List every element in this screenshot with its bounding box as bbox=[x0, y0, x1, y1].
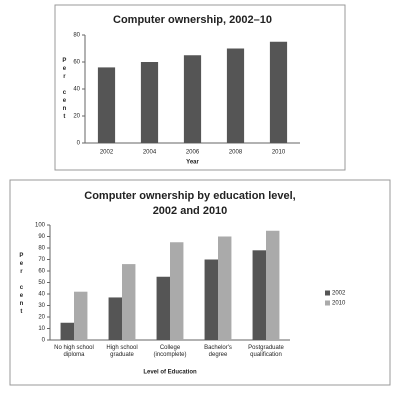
y-tick-label: 0 bbox=[77, 141, 81, 147]
x-axis-label: Year bbox=[186, 160, 199, 166]
legend-swatch bbox=[325, 290, 330, 296]
bar bbox=[74, 291, 88, 340]
x-tick-label: Bachelor's degree bbox=[204, 345, 232, 358]
x-tick-label: 2010 bbox=[272, 150, 286, 156]
bar bbox=[97, 67, 116, 143]
y-tick-label: 20 bbox=[38, 315, 45, 321]
y-tick-label: 40 bbox=[38, 292, 45, 298]
chart-frame bbox=[9, 179, 391, 386]
y-tick-label: 90 bbox=[38, 234, 45, 240]
y-tick-label: 20 bbox=[73, 114, 80, 120]
x-tick-label: No high school diploma bbox=[54, 345, 94, 358]
chart-title: Computer ownership by education level, bbox=[84, 190, 295, 202]
x-tick-label: 2006 bbox=[186, 150, 200, 156]
legend-swatch bbox=[325, 300, 330, 306]
y-tick-label: 40 bbox=[73, 87, 80, 93]
y-tick-label: 70 bbox=[38, 257, 45, 263]
y-tick-label: 0 bbox=[42, 338, 46, 344]
chart-title: Computer ownership, 2002–10 bbox=[113, 14, 272, 26]
bar bbox=[122, 264, 136, 340]
x-tick-label: 2008 bbox=[229, 150, 243, 156]
x-axis-label: Level of Education bbox=[143, 370, 197, 376]
x-tick-label: Postgraduate qualification bbox=[248, 345, 284, 358]
x-tick-label: High school graduate bbox=[106, 345, 138, 358]
bar bbox=[252, 250, 266, 340]
bar bbox=[140, 62, 159, 143]
x-tick-label: 2002 bbox=[100, 150, 114, 156]
bar bbox=[183, 55, 202, 143]
x-tick-label: College (incomplete) bbox=[153, 345, 187, 358]
bar bbox=[170, 242, 184, 340]
y-tick-label: 50 bbox=[38, 280, 45, 286]
chart-title: 2002 and 2010 bbox=[153, 205, 228, 217]
y-tick-label: 10 bbox=[38, 326, 45, 332]
y-tick-label: 60 bbox=[38, 269, 45, 275]
bar bbox=[204, 259, 218, 340]
bar bbox=[266, 230, 280, 340]
y-tick-label: 80 bbox=[73, 33, 80, 39]
legend-label: 2002 bbox=[332, 291, 346, 297]
bar bbox=[60, 322, 74, 340]
y-tick-label: 60 bbox=[73, 60, 80, 66]
bar bbox=[226, 48, 245, 143]
bar bbox=[156, 276, 170, 340]
legend-label: 2010 bbox=[332, 301, 346, 307]
y-axis-label: Per cent bbox=[18, 253, 24, 317]
x-tick-label: 2004 bbox=[143, 150, 157, 156]
y-axis-label: Per cent bbox=[61, 58, 67, 122]
bar bbox=[218, 236, 232, 340]
y-tick-label: 80 bbox=[38, 246, 45, 252]
y-tick-label: 30 bbox=[38, 303, 45, 309]
y-tick-label: 100 bbox=[35, 223, 46, 229]
bar bbox=[108, 297, 122, 340]
bar bbox=[269, 41, 288, 143]
